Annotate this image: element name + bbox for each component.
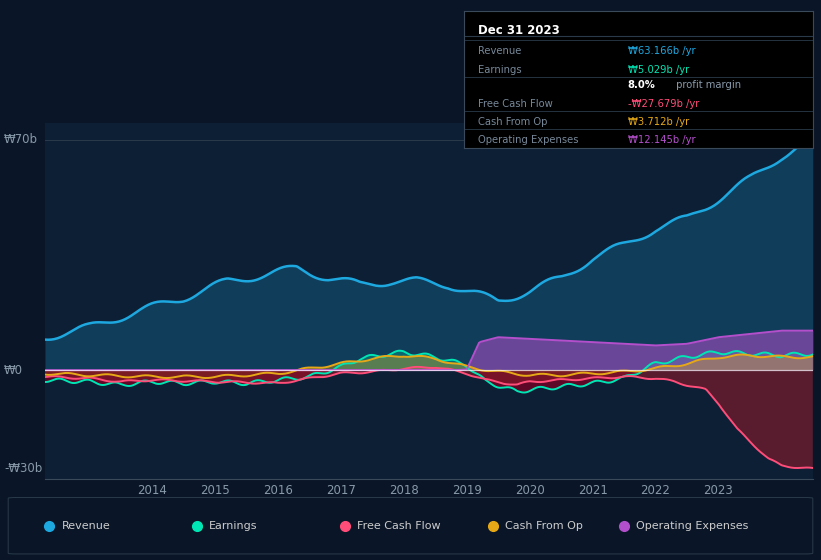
Text: Earnings: Earnings (478, 65, 521, 75)
FancyBboxPatch shape (8, 497, 813, 554)
Text: ₩12.145b /yr: ₩12.145b /yr (628, 135, 695, 145)
Text: ₩5.029b /yr: ₩5.029b /yr (628, 65, 689, 75)
Text: ₩3.712b /yr: ₩3.712b /yr (628, 118, 689, 127)
Text: Operating Expenses: Operating Expenses (636, 521, 749, 531)
Text: profit margin: profit margin (673, 80, 741, 90)
Text: Revenue: Revenue (62, 521, 110, 531)
Text: Cash From Op: Cash From Op (478, 118, 548, 127)
Text: 8.0%: 8.0% (628, 80, 656, 90)
Text: Earnings: Earnings (209, 521, 258, 531)
Text: -₩30b: -₩30b (4, 463, 43, 475)
Text: Free Cash Flow: Free Cash Flow (357, 521, 441, 531)
Text: ₩0: ₩0 (4, 363, 23, 377)
Text: Revenue: Revenue (478, 46, 521, 56)
Text: Dec 31 2023: Dec 31 2023 (478, 24, 560, 36)
Text: -₩27.679b /yr: -₩27.679b /yr (628, 100, 699, 110)
Text: ₩63.166b /yr: ₩63.166b /yr (628, 46, 695, 56)
Text: Cash From Op: Cash From Op (505, 521, 583, 531)
Text: ₩70b: ₩70b (4, 133, 38, 146)
Text: Operating Expenses: Operating Expenses (478, 135, 578, 145)
Text: Free Cash Flow: Free Cash Flow (478, 100, 553, 110)
